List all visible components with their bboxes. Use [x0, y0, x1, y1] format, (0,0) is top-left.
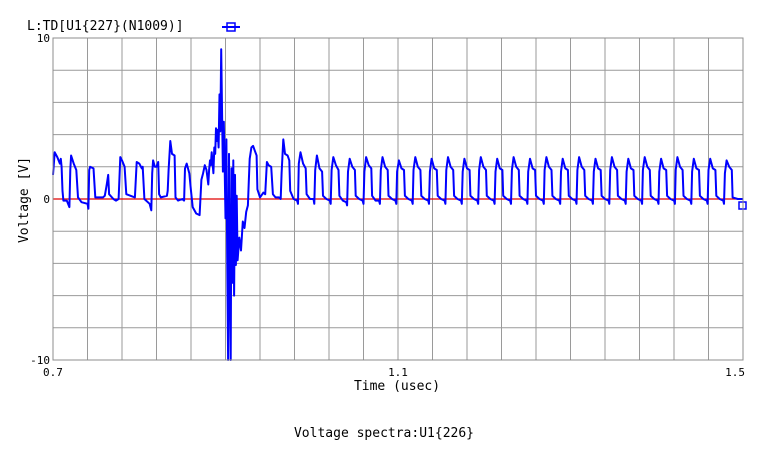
- y-axis-label: Voltage [V]: [17, 157, 32, 243]
- legend-marker-icon: [226, 22, 236, 32]
- x-tick-label: 0.7: [43, 366, 63, 379]
- legend: L:TD[U1{227}(N1009)]: [27, 19, 240, 34]
- caption: Voltage spectra:U1{226}: [293, 426, 474, 441]
- legend-label: L:TD[U1{227}(N1009)]: [27, 19, 184, 34]
- x-tick-label: 1.5: [725, 366, 745, 379]
- y-tick-label: 10: [37, 32, 50, 45]
- y-tick-label: -10: [30, 354, 50, 367]
- tick-labels: 10 0 -100.7 1.1 1.5: [30, 32, 745, 379]
- plot-frame: [52, 37, 744, 361]
- series-line: [52, 48, 743, 361]
- x-axis-label: Time (usec): [354, 379, 440, 394]
- x-tick-label: 1.1: [388, 366, 408, 379]
- y-tick-label: 0: [43, 193, 50, 206]
